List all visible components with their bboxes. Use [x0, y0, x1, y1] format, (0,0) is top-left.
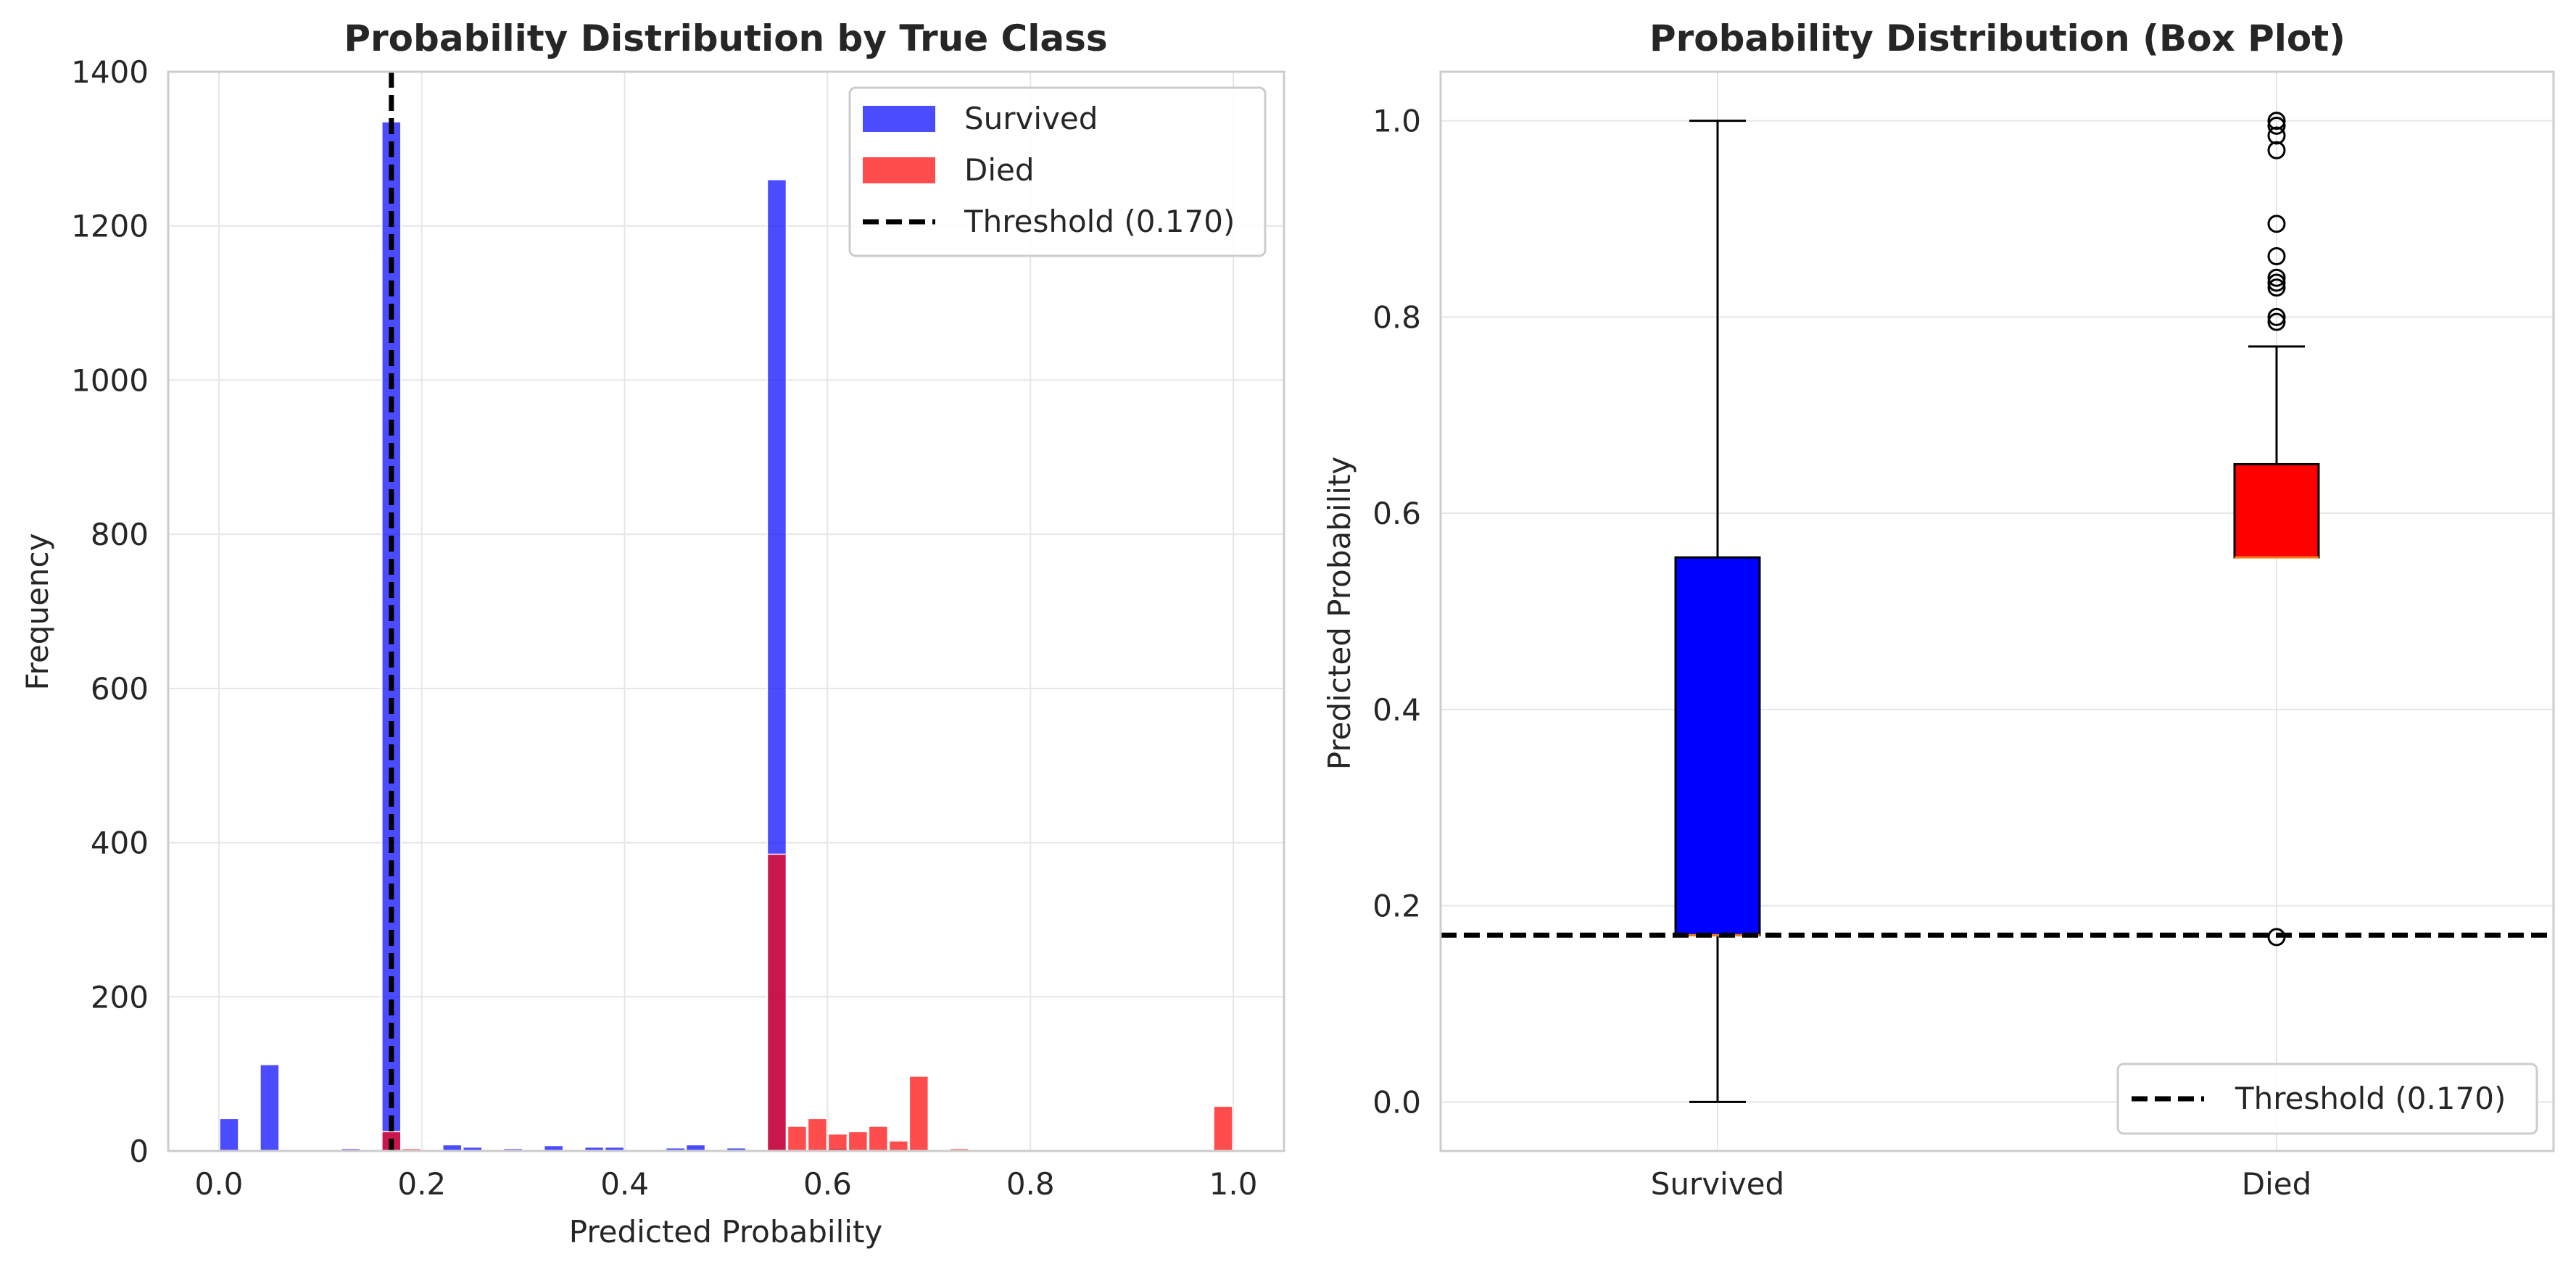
histogram-bar-died: [908, 1076, 929, 1152]
histogram-x-tick-label: 0.0: [195, 1166, 244, 1202]
histogram-y-tick-label: 200: [91, 979, 149, 1015]
boxplot-outlier-died: [2267, 278, 2286, 297]
boxplot-x-tick-label: Died: [2242, 1166, 2312, 1202]
boxplot-legend-frame: [2116, 1063, 2538, 1135]
boxplot-y-tick-label: 1.0: [1372, 104, 1421, 139]
histogram-x-tick-label: 0.2: [397, 1166, 446, 1202]
histogram-y-tick-label: 800: [91, 517, 149, 552]
histogram-bar-died: [888, 1140, 909, 1152]
boxplot-legend: Threshold (0.170): [2116, 1063, 2538, 1135]
boxplot-y-tick-label: 0.2: [1372, 889, 1421, 924]
boxplot-grid: [1441, 72, 2554, 1151]
boxplot-outlier-died: [2267, 246, 2286, 265]
boxplot-y-tick-label: 0.8: [1372, 299, 1421, 335]
histogram-x-tick-label: 0.6: [803, 1166, 852, 1202]
histogram-x-tick-label: 0.4: [600, 1166, 649, 1202]
boxplot-outlier-died: [2267, 273, 2286, 292]
boxplot-y-tick-label: 0.4: [1372, 692, 1421, 728]
histogram-bar-died: [868, 1126, 889, 1152]
boxplot-legend-label-threshold: Threshold (0.170): [2235, 1081, 2506, 1116]
boxplot-outlier-died: [2267, 312, 2286, 331]
boxplot-outlier-died: [2267, 126, 2286, 145]
legend-swatch-died: [863, 157, 935, 183]
histogram-bar-survived: [260, 1064, 280, 1152]
histogram-title: Probability Distribution by True Class: [344, 17, 1107, 59]
histogram-x-tick-labels: 0.0 0.2 0.4 0.6 0.8 1.0: [195, 1166, 1258, 1202]
histogram-bar-died: [787, 1126, 808, 1152]
histogram-y-tick-labels: 0 200 400 600 800 1000 1200 1400: [71, 54, 149, 1169]
histogram-y-tick-label: 1400: [71, 54, 149, 90]
histogram-y-tick-label: 400: [91, 826, 149, 861]
boxplot-x-tick-labels: Survived Died: [1651, 1166, 2311, 1202]
boxplot-outlier-died: [2267, 141, 2286, 159]
boxplot-outlier-died: [2267, 268, 2286, 287]
boxplot-x-tick-label: Survived: [1651, 1166, 1784, 1202]
histogram-y-axis-label: Frequency: [20, 533, 55, 691]
boxplot-y-axis-label: Predicted Probability: [1322, 457, 1357, 770]
histogram-y-tick-label: 0: [129, 1134, 149, 1169]
histogram-bar-died: [1213, 1105, 1233, 1152]
boxplot-outlier-died: [2267, 116, 2286, 135]
histogram-bar-died: [827, 1133, 848, 1152]
legend-swatch-survived: [863, 106, 935, 132]
histogram-bar-died: [848, 1131, 869, 1152]
histogram-bar-died: [807, 1118, 828, 1152]
histogram-bar-died: [766, 853, 787, 1152]
boxplot-y-tick-label: 0.6: [1372, 496, 1421, 531]
histogram-bar-survived: [219, 1118, 239, 1152]
histogram-frame: [167, 70, 1285, 1152]
boxplot-box-died: [2233, 462, 2320, 559]
histogram-axes-frame: [167, 70, 1285, 1152]
boxplot-y-tick-label: 0.0: [1372, 1084, 1421, 1120]
histogram-x-tick-label: 1.0: [1209, 1166, 1258, 1202]
boxplot-frame: [1439, 70, 2555, 1152]
histogram-y-tick-label: 1000: [71, 362, 149, 398]
boxplot-boxes: [1674, 112, 2320, 1103]
boxplot-axes-frame: [1439, 70, 2555, 1152]
legend-label-survived: Survived: [964, 101, 1098, 136]
histogram-panel: 0.0 0.2 0.4 0.6 0.8 1.0 0 200 400 600 800 1000 1200…: [20, 17, 1285, 1250]
legend-label-died: Died: [964, 152, 1035, 188]
boxplot-outlier-died: [2267, 307, 2286, 326]
boxplot-outlier-died: [2267, 112, 2286, 130]
boxplot-box-survived: [1674, 556, 1761, 936]
histogram-y-tick-label: 600: [91, 671, 149, 707]
histogram-legend-frame: [848, 86, 1267, 257]
boxplot-title: Probability Distribution (Box Plot): [1649, 17, 2345, 59]
boxplot-y-tick-labels: 0.0 0.2 0.4 0.6 0.8 1.0: [1372, 104, 1421, 1121]
boxplot-panel: Survived Died 0.0 0.2 0.4 0.6 0.8 1.0 Probabil…: [1322, 17, 2555, 1202]
legend-label-threshold: Threshold (0.170): [964, 204, 1235, 239]
boxplot-outlier-died: [2267, 215, 2286, 233]
histogram-y-tick-label: 1200: [71, 209, 149, 244]
histogram-x-axis-label: Predicted Probability: [569, 1214, 883, 1250]
histogram-legend: Survived Died Threshold (0.170): [848, 86, 1267, 257]
histogram-x-tick-label: 0.8: [1006, 1166, 1055, 1202]
